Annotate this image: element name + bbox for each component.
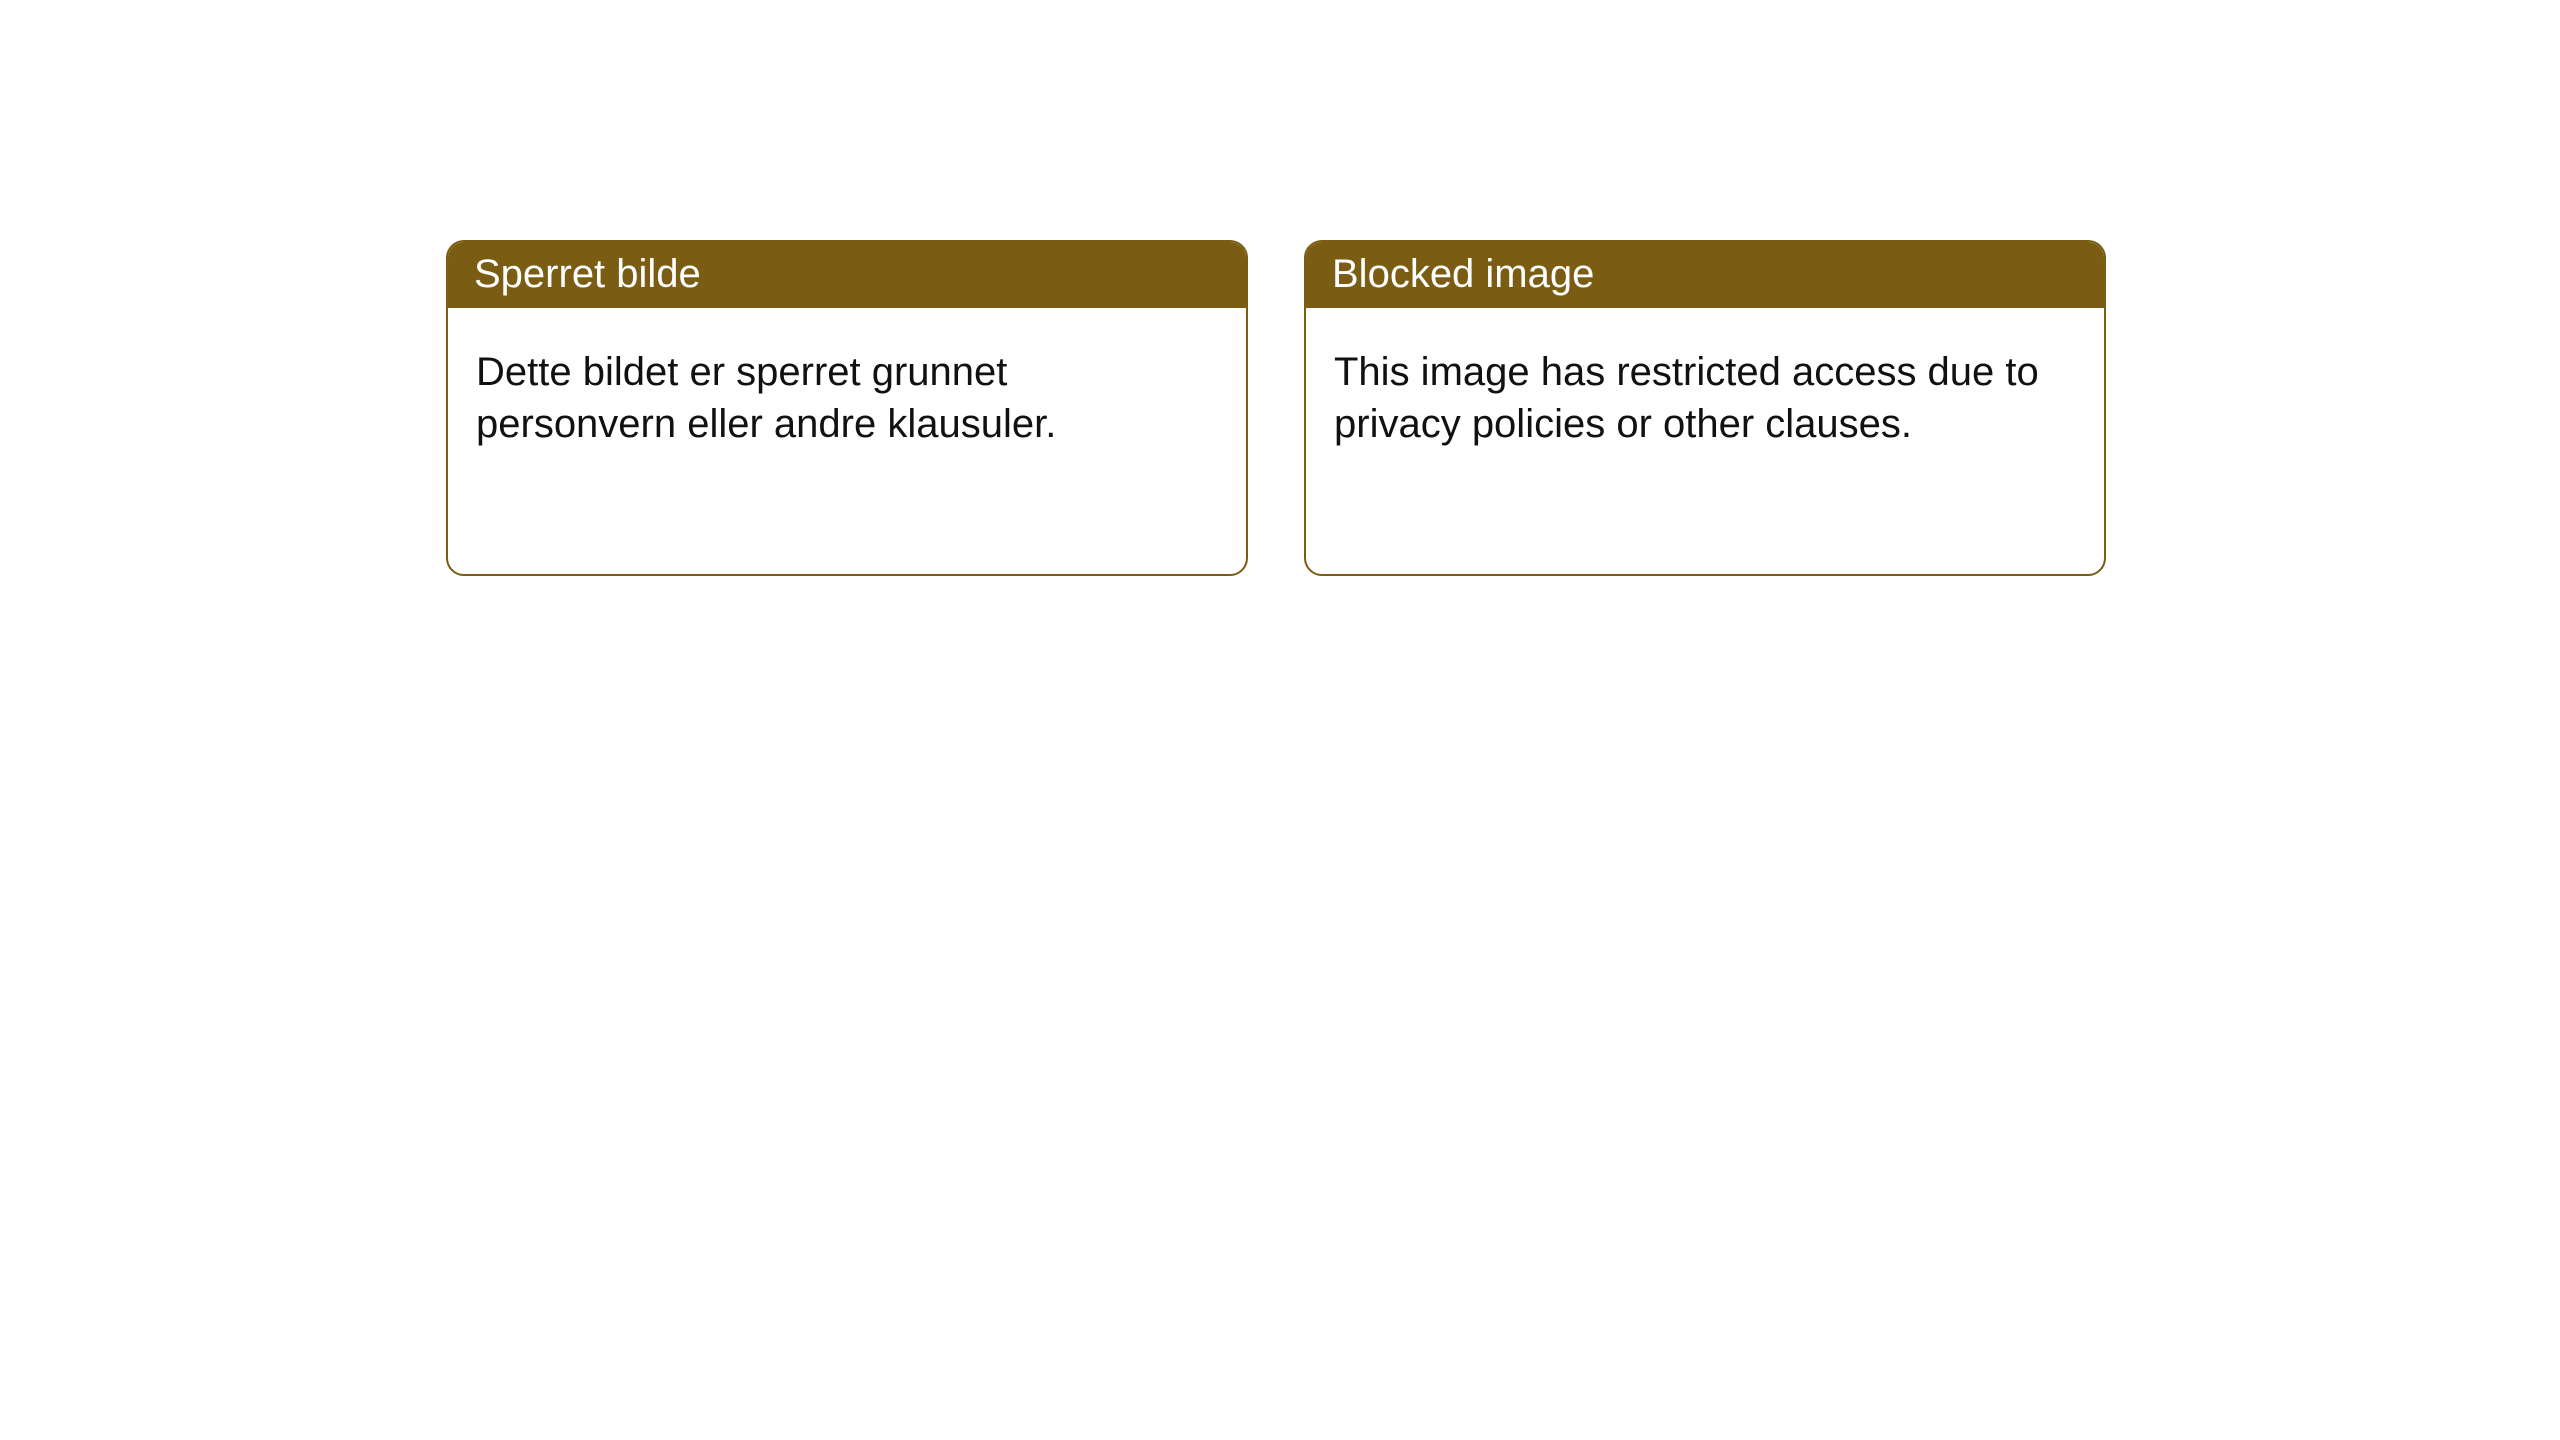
notice-container: Sperret bilde Dette bildet er sperret gr… <box>0 0 2560 576</box>
notice-header: Sperret bilde <box>448 242 1246 308</box>
notice-body: Dette bildet er sperret grunnet personve… <box>448 308 1246 478</box>
notice-body: This image has restricted access due to … <box>1306 308 2104 478</box>
notice-box-norwegian: Sperret bilde Dette bildet er sperret gr… <box>446 240 1248 576</box>
notice-header: Blocked image <box>1306 242 2104 308</box>
notice-box-english: Blocked image This image has restricted … <box>1304 240 2106 576</box>
